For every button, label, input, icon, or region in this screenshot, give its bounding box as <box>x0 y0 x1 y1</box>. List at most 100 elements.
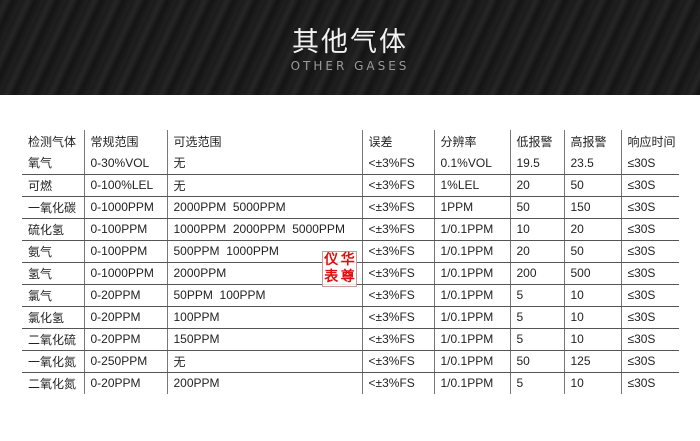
table-cell: 5 <box>510 328 565 351</box>
table-cell: ≤30S <box>621 218 679 241</box>
table-cell: 5 <box>510 306 565 329</box>
table-cell: 0-100%LEL <box>84 174 168 197</box>
table-cell: <±3%FS <box>362 240 435 263</box>
table-cell: 2000PPM <box>167 262 363 285</box>
watermark-stamp: 仪 华 表 尊 <box>322 251 357 287</box>
table-cell: 50PPM 100PPM <box>167 284 363 307</box>
table-cell: 100PPM <box>167 306 363 329</box>
column-header: 误差 <box>362 130 435 152</box>
table-row: 一氧化氮 0-250PPM 无 <±3%FS 1/0.1PPM 50 125 ≤30S <box>22 350 679 373</box>
table-row: 硫化氢 0-100PPM 1000PPM 2000PPM 5000PPM <±3%FS… <box>22 218 679 241</box>
table-cell: 0-250PPM <box>84 350 168 373</box>
table-cell: 5 <box>510 372 565 394</box>
table-cell: 1000PPM 2000PPM 5000PPM <box>167 218 363 241</box>
table-cell: ≤30S <box>621 262 679 285</box>
table-cell: <±3%FS <box>362 196 435 219</box>
table-cell: 硫化氢 <box>22 218 85 241</box>
table-cell: 氢气 <box>22 262 85 285</box>
table-cell: 1/0.1PPM <box>434 240 511 263</box>
table-cell: <±3%FS <box>362 328 435 351</box>
table-row: 一氧化碳 0-1000PPM 2000PPM 5000PPM <±3%FS 1PPM 50… <box>22 196 679 219</box>
table-cell: 一氧化碳 <box>22 196 85 219</box>
table-cell: 10 <box>564 372 622 394</box>
gas-spec-table: 检测气体 常规范围 可选范围 误差 分辨率 低报警 高报警 响应时间 氧气 0-30%VOL 无 <… <box>22 130 679 394</box>
banner: 其他气体 OTHER GASES <box>0 0 700 95</box>
column-header: 检测气体 <box>22 130 85 152</box>
table-cell: 无 <box>167 350 363 373</box>
table-cell: 氧气 <box>22 152 85 175</box>
table-cell: 20 <box>510 240 565 263</box>
table-cell: ≤30S <box>627 376 656 391</box>
table-cell: 125 <box>564 350 622 373</box>
column-header: 低报警 <box>510 130 565 152</box>
table-cell: 23.5 <box>564 152 622 175</box>
table-cell: 2000PPM 5000PPM <box>167 196 363 219</box>
table-cell: 1/0.1PPM <box>434 350 511 373</box>
table-cell: 0-30%VOL <box>84 152 168 175</box>
table-cell: 氯气 <box>22 284 85 307</box>
column-header: 分辨率 <box>434 130 511 152</box>
column-header: 常规范围 <box>84 130 168 152</box>
table-cell: 1/0.1PPM <box>434 306 511 329</box>
table-cell: 19.5 <box>510 152 565 175</box>
table-cell: 0-20PPM <box>84 372 168 394</box>
table-row: 氧气 0-30%VOL 无 <±3%FS 0.1%VOL 19.5 23.5 ≤30S <box>22 152 679 175</box>
table-cell: 150 <box>564 196 622 219</box>
table-cell: ≤30S <box>621 350 679 373</box>
table-cell: 氨气 <box>22 240 85 263</box>
table-cell: 50 <box>510 196 565 219</box>
table-cell: 一氧化氮 <box>22 350 85 373</box>
table-row: 氢气 0-1000PPM 2000PPM <±3%FS 1/0.1PPM 200 500 ≤3… <box>22 262 679 285</box>
table-cell: ≤30S <box>621 196 679 219</box>
table-cell: ≤30S <box>621 174 679 197</box>
page-title: 其他气体 <box>292 27 408 58</box>
table-cell: 0-20PPM <box>84 306 168 329</box>
table-cell: 20 <box>564 218 622 241</box>
table-cell: ≤30S <box>621 328 679 351</box>
table-row: 氨气 0-100PPM 500PPM 1000PPM <±3%FS 1/0.1PPM 20… <box>22 240 679 263</box>
table-cell: 无 <box>167 152 363 175</box>
table-cell: 200 <box>510 262 565 285</box>
stamp-char: 尊 <box>340 269 355 285</box>
table-cell: ≤30S <box>621 284 679 307</box>
table-cell: 可燃 <box>22 174 85 197</box>
table-row: 氯气 0-20PPM 50PPM 100PPM <±3%FS 1/0.1PPM 5 10 ≤3… <box>22 284 679 307</box>
table-cell: 10 <box>564 284 622 307</box>
table-row: 氯化氢 0-20PPM 100PPM <±3%FS 1/0.1PPM 5 10 ≤30S <box>22 306 679 329</box>
table-cell: 5 <box>510 284 565 307</box>
table-cell: <±3%FS <box>362 262 435 285</box>
table-cell: ≤30S <box>621 152 679 175</box>
table-cell: 无 <box>167 174 363 197</box>
page-subtitle: OTHER GASES <box>290 59 410 73</box>
table-cell: 50 <box>564 240 622 263</box>
table-cell: <±3%FS <box>362 152 435 175</box>
table-cell: <±3%FS <box>362 218 435 241</box>
table-cell: 0.1%VOL <box>434 152 511 175</box>
table-cell: 50 <box>510 350 565 373</box>
table-cell: 0-1000PPM <box>84 196 168 219</box>
table-row: 二氧化氮 0-20PPM 200PPM <±3%FS 1/0.1PPM 5 10 ≤30S <box>22 372 679 394</box>
table-cell: 20 <box>510 174 565 197</box>
table-row: 二氧化硫 0-20PPM 150PPM <±3%FS 1/0.1PPM 5 10 ≤30S <box>22 328 679 351</box>
table-cell: 0-100PPM <box>84 218 168 241</box>
column-header: 可选范围 <box>167 130 363 152</box>
column-header: 高报警 <box>564 130 622 152</box>
table-row: 可燃 0-100%LEL 无 <±3%FS 1%LEL 20 50 ≤30S <box>22 174 679 197</box>
table-cell: 1/0.1PPM <box>434 328 511 351</box>
table-cell: <±3%FS <box>362 306 435 329</box>
table-header-row: 检测气体 常规范围 可选范围 误差 分辨率 低报警 高报警 响应时间 <box>22 130 679 152</box>
table-cell: <±3%FS <box>362 284 435 307</box>
table-cell: 0-100PPM <box>84 240 168 263</box>
table-cell: 0-20PPM <box>84 284 168 307</box>
table-cell: 1%LEL <box>434 174 511 197</box>
table-cell: 150PPM <box>167 328 363 351</box>
table-cell: 1/0.1PPM <box>434 262 511 285</box>
table-cell: 1/0.1PPM <box>434 284 511 307</box>
table-cell: <±3%FS <box>362 174 435 197</box>
table-cell: 1/0.1PPM <box>434 218 511 241</box>
table-cell: 10 <box>564 306 622 329</box>
table-cell: 500 <box>564 262 622 285</box>
table-cell: ≤30S <box>621 306 679 329</box>
table-cell: 二氧化硫 <box>22 328 85 351</box>
table-cell: 50 <box>564 174 622 197</box>
